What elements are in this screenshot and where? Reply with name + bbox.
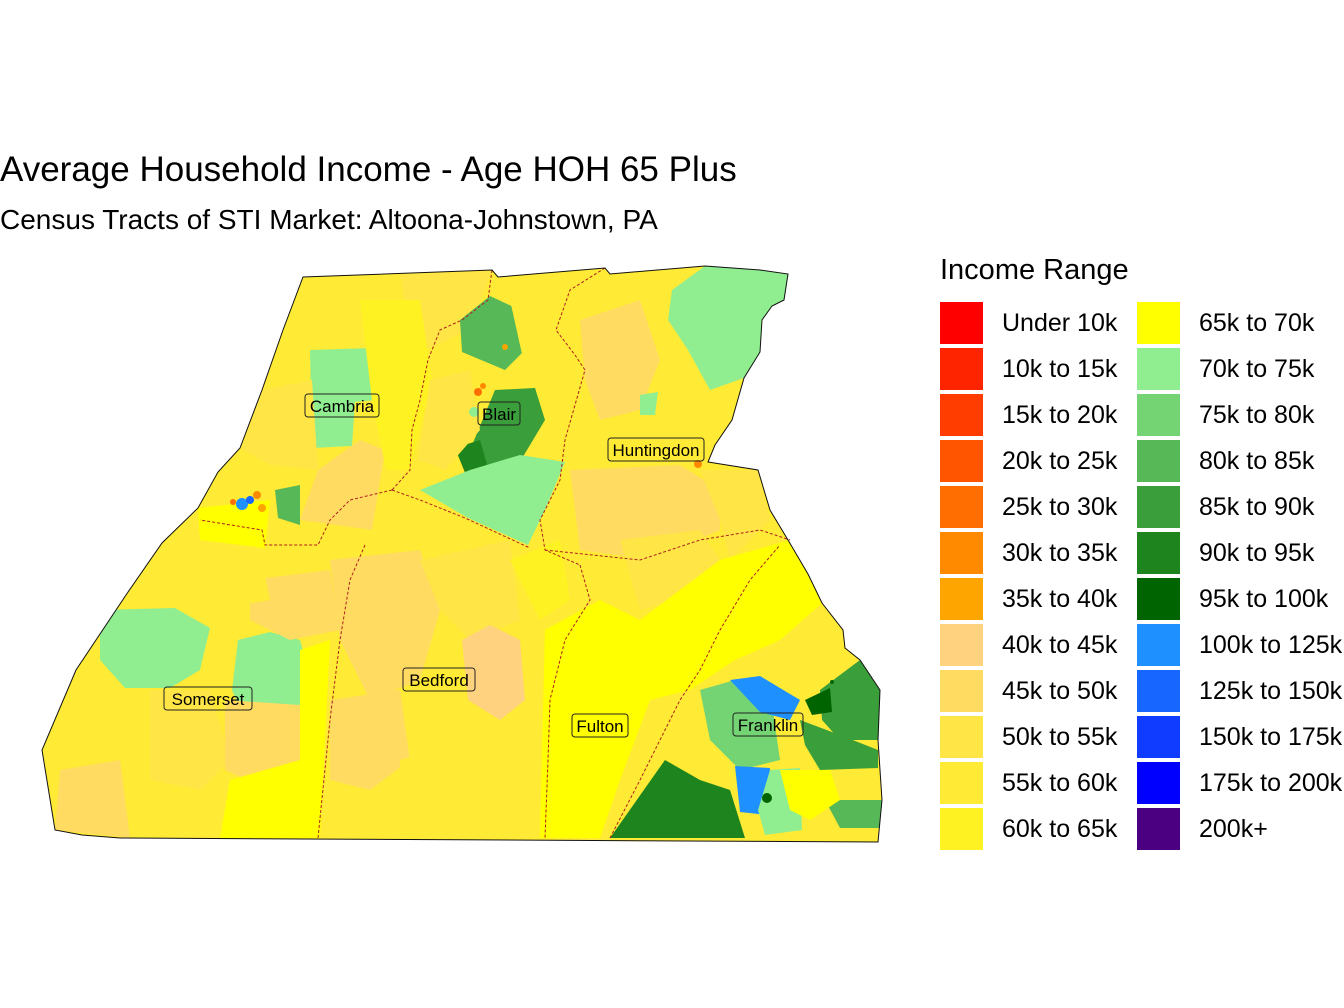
legend-swatch <box>1137 440 1180 482</box>
legend-swatch <box>1137 532 1180 574</box>
legend-swatch <box>1137 762 1180 804</box>
map-title: Average Household Income - Age HOH 65 Pl… <box>0 150 737 189</box>
legend-label: 55k to 60k <box>1002 769 1118 797</box>
legend-label: 45k to 50k <box>1002 677 1118 705</box>
legend-swatch <box>940 486 983 528</box>
legend-label: 100k to 125k <box>1199 631 1343 659</box>
legend-swatch <box>1137 624 1180 666</box>
county-label-text: Fulton <box>576 717 623 736</box>
county-label-bedford: Bedford <box>402 667 476 692</box>
county-label-text: Somerset <box>172 690 245 709</box>
legend-label: 25k to 30k <box>1002 493 1118 521</box>
legend-label: 20k to 25k <box>1002 447 1118 475</box>
county-borders <box>199 267 791 839</box>
legend-swatch <box>1137 302 1180 344</box>
county-label-fulton: Fulton <box>571 713 629 738</box>
legend-swatch <box>940 624 983 666</box>
legend-label: 80k to 85k <box>1199 447 1315 475</box>
legend-label: 40k to 45k <box>1002 631 1118 659</box>
legend-swatch <box>940 348 983 390</box>
legend-swatch <box>1137 578 1180 620</box>
legend-title: Income Range <box>940 254 1129 286</box>
legend-swatch <box>940 394 983 436</box>
legend-label: 15k to 20k <box>1002 401 1118 429</box>
legend-label: 95k to 100k <box>1199 585 1329 613</box>
county-label-text: Cambria <box>310 397 375 416</box>
county-label-blair: Blair <box>477 401 521 426</box>
legend-label: 50k to 55k <box>1002 723 1118 751</box>
legend-label: 10k to 15k <box>1002 355 1118 383</box>
legend-swatch <box>940 532 983 574</box>
legend-swatch <box>940 762 983 804</box>
legend-label: 70k to 75k <box>1199 355 1315 383</box>
legend-swatch <box>940 808 983 850</box>
county-label-cambria: Cambria <box>304 393 380 418</box>
county-label-text: Franklin <box>738 716 798 735</box>
legend-swatch <box>1137 808 1180 850</box>
market-boundary <box>41 265 883 843</box>
legend-swatch <box>1137 670 1180 712</box>
legend-swatch <box>1137 348 1180 390</box>
legend-label: 150k to 175k <box>1199 723 1343 751</box>
legend-swatch <box>1137 486 1180 528</box>
county-label-text: Bedford <box>409 671 469 690</box>
legend-label: 175k to 200k <box>1199 769 1343 797</box>
legend-label: 85k to 90k <box>1199 493 1315 521</box>
choropleth-map: Cambria Blair Huntingdon Somerset Bedfor… <box>41 265 883 843</box>
legend-label: 125k to 150k <box>1199 677 1343 705</box>
tract-fills <box>42 266 882 842</box>
legend-label: 200k+ <box>1199 815 1268 843</box>
legend-swatch <box>940 302 983 344</box>
county-label-huntingdon: Huntingdon <box>607 437 705 462</box>
legend-label: 35k to 40k <box>1002 585 1118 613</box>
legend-swatch <box>1137 716 1180 758</box>
legend-swatch <box>940 670 983 712</box>
legend-label: 65k to 70k <box>1199 309 1315 337</box>
legend-swatch <box>940 716 983 758</box>
legend-label: 90k to 95k <box>1199 539 1315 567</box>
legend-swatch <box>940 578 983 620</box>
legend-label: 30k to 35k <box>1002 539 1118 567</box>
legend-label: 75k to 80k <box>1199 401 1315 429</box>
county-label-text: Blair <box>482 405 516 424</box>
legend-label: Under 10k <box>1002 309 1118 337</box>
county-label-somerset: Somerset <box>163 686 253 711</box>
county-label-franklin: Franklin <box>732 712 804 737</box>
map-subtitle: Census Tracts of STI Market: Altoona-Joh… <box>0 204 658 235</box>
legend-swatch <box>940 440 983 482</box>
legend-swatch <box>1137 394 1180 436</box>
legend-label: 60k to 65k <box>1002 815 1118 843</box>
county-label-text: Huntingdon <box>613 441 700 460</box>
